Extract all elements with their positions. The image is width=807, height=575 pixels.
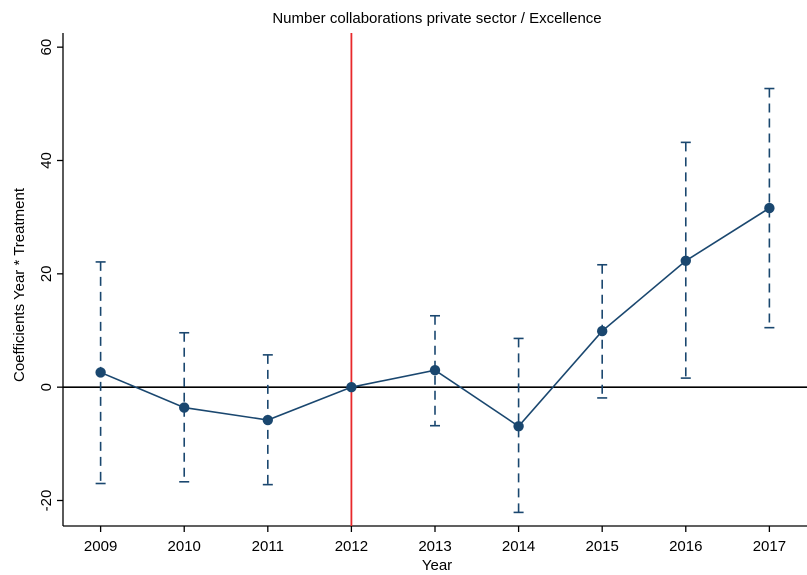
y-tick-label: 40 (38, 152, 55, 169)
y-tick-label: 60 (38, 39, 55, 56)
data-point (429, 364, 441, 376)
x-tick-label: 2017 (753, 538, 786, 555)
x-tick-label: 2009 (84, 538, 117, 555)
plot-area: -20 0 20 40 60 2009 2010 2011 2012 2013 2014 2015 20… (38, 33, 807, 555)
x-axis-title: Year (422, 557, 452, 574)
x-tick-label: 2011 (252, 538, 284, 555)
chart-title: Number collaborations private sector / E… (272, 10, 601, 27)
data-point (95, 367, 106, 378)
y-tick-label: -20 (38, 490, 55, 512)
x-tick-label: 2015 (586, 538, 619, 555)
data-point (513, 421, 524, 432)
data-point (179, 402, 190, 413)
data-point (680, 255, 691, 266)
x-tick-label: 2016 (669, 538, 702, 555)
x-tick-label: 2010 (168, 538, 201, 555)
x-tick-label: 2013 (418, 538, 451, 555)
data-point (346, 381, 357, 393)
y-tick-label: 20 (38, 265, 55, 282)
data-point (262, 414, 274, 426)
x-tick-label: 2014 (502, 538, 535, 555)
data-point (764, 202, 775, 214)
data-point (596, 325, 608, 337)
y-axis-title: Coefficients Year * Treatment (11, 187, 28, 382)
y-tick-label: 0 (38, 383, 55, 391)
x-tick-label: 2012 (335, 538, 368, 555)
